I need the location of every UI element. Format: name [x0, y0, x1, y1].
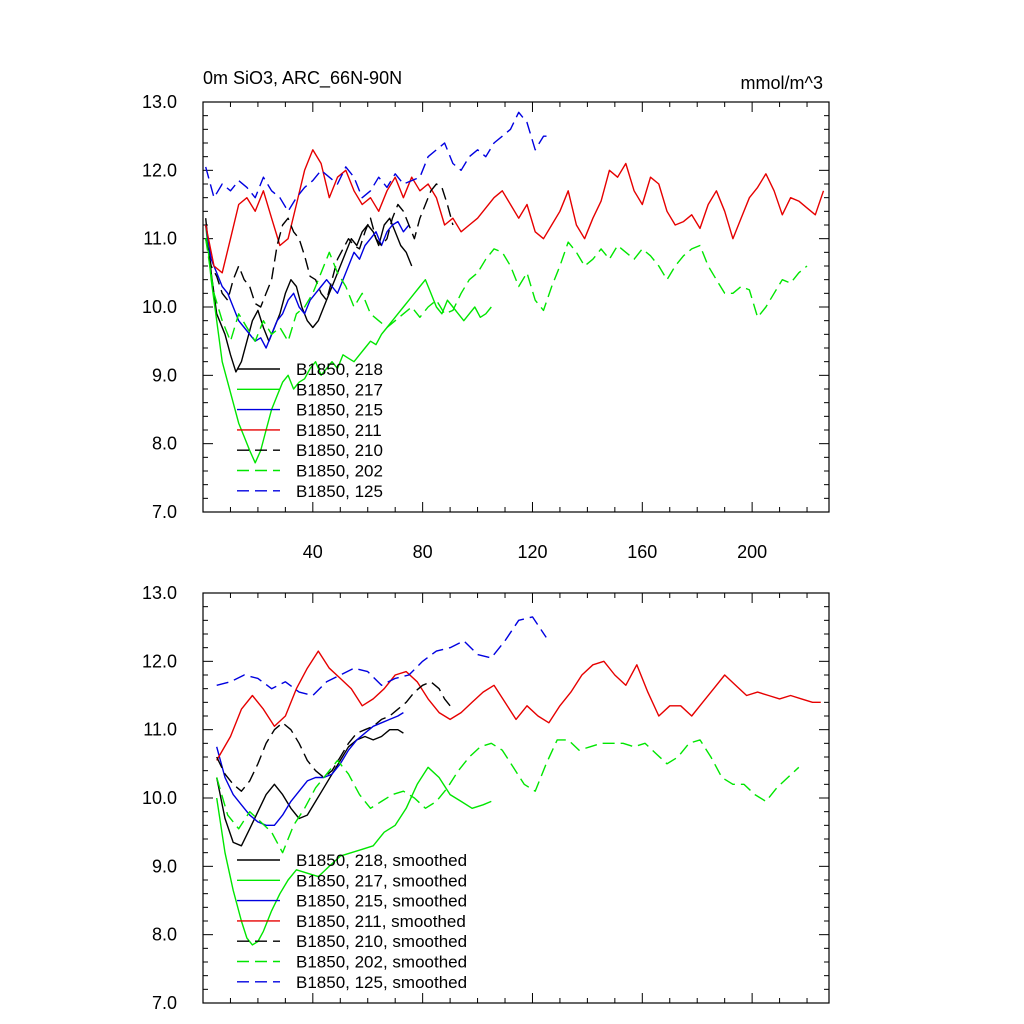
series-line-b1850-215-smoothed — [216, 712, 404, 826]
top-x-tick-label: 120 — [517, 542, 547, 562]
bottom-y-tick-label: 9.0 — [152, 856, 177, 876]
top-legend-label: B1850, 210 — [296, 441, 383, 460]
top-x-tick-label: 160 — [627, 542, 657, 562]
series-line-b1850-211 — [205, 149, 825, 274]
top-legend-label: B1850, 125 — [296, 482, 383, 501]
series-line-b1850-215 — [205, 220, 410, 349]
series-line-b1850-218 — [205, 217, 413, 373]
series-line-b1850-218-smoothed — [216, 729, 404, 847]
series-line-b1850-202 — [205, 238, 808, 342]
top-legend-label: B1850, 211 — [296, 421, 382, 440]
top-y-tick-label: 10.0 — [142, 297, 177, 317]
top-y-tick-label: 13.0 — [142, 92, 177, 112]
top-legend-label: B1850, 218 — [296, 360, 383, 379]
series-line-b1850-125-smoothed — [216, 616, 547, 697]
top-legend-label: B1850, 215 — [296, 401, 383, 420]
top-y-tick-label: 9.0 — [152, 365, 177, 385]
bottom-panel: 7.0 8.0 9.0 10.0 11.0 12.0 13.0 B1850, 218, smo… — [142, 583, 830, 1013]
series-line-b1850-125 — [205, 111, 552, 213]
bottom-y-tick-label: 11.0 — [143, 720, 177, 740]
top-x-tick-label: 80 — [413, 542, 433, 562]
top-x-tick-label: 40 — [303, 542, 323, 562]
series-line-b1850-211-smoothed — [216, 650, 821, 761]
bottom-y-tick-label: 7.0 — [152, 993, 177, 1013]
top-y-tick-label: 12.0 — [142, 160, 177, 180]
bottom-y-tick-label: 12.0 — [142, 651, 177, 671]
top-y-tick-label: 11.0 — [143, 229, 177, 249]
bottom-legend-label: B1850, 211, smoothed — [296, 912, 466, 931]
series-line-b1850-217 — [205, 224, 492, 464]
top-units-label: mmol/m^3 — [741, 73, 823, 93]
bottom-legend-label: B1850, 217, smoothed — [296, 871, 467, 890]
series-line-b1850-202-smoothed — [216, 739, 800, 854]
top-legend-label: B1850, 202 — [296, 462, 383, 481]
top-panel: 0m SiO3, ARC_66N-90N mmol/m^3 7.0 8.0 9.0 10.… — [142, 68, 830, 562]
bottom-legend-label: B1850, 202, smoothed — [296, 953, 467, 972]
bottom-legend-label: B1850, 218, smoothed — [296, 851, 467, 870]
top-chart-title: 0m SiO3, ARC_66N-90N — [203, 68, 402, 89]
bottom-legend-label: B1850, 210, smoothed — [296, 932, 467, 951]
top-y-tick-label: 8.0 — [152, 434, 177, 454]
series-line-b1850-210-smoothed — [216, 681, 451, 792]
bottom-y-tick-label: 8.0 — [152, 925, 177, 945]
series-line-b1850-210 — [205, 183, 454, 308]
bottom-legend-label: B1850, 125, smoothed — [296, 973, 467, 992]
top-x-tick-label: 200 — [737, 542, 767, 562]
bottom-y-tick-label: 13.0 — [142, 583, 177, 603]
bottom-y-tick-label: 10.0 — [142, 788, 177, 808]
top-legend-label: B1850, 217 — [296, 380, 383, 399]
series-line-b1850-217-smoothed — [216, 766, 492, 946]
bottom-legend-label: B1850, 215, smoothed — [296, 892, 467, 911]
top-y-tick-label: 7.0 — [152, 502, 177, 522]
